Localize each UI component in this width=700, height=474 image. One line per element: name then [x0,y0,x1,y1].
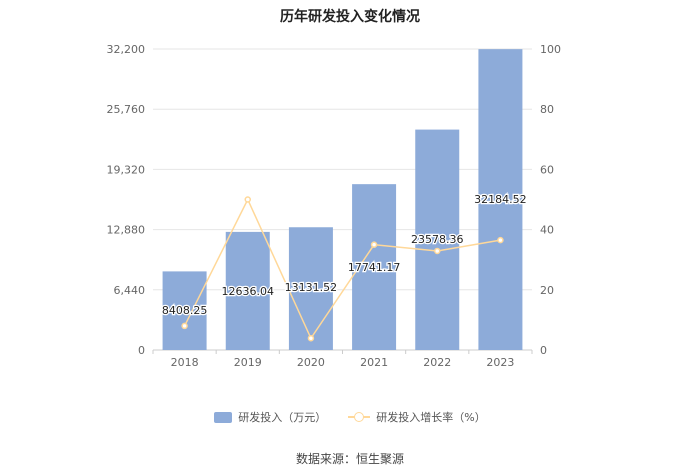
x-tick-label: 2022 [423,356,451,369]
legend-item-line[interactable]: 研发投入增长率（%） [348,409,486,425]
growth-point [307,335,315,342]
data-source: 数据来源：恒生聚源 [295,452,404,466]
y-left-tick-label: 0 [138,344,145,357]
legend-line-label: 研发投入增长率（%） [376,411,486,424]
chart-canvas: 8408.25 12636.04 13131.52 17741.17 23578.36 3… [107,43,562,369]
growth-point [181,322,188,330]
bar-value-label: 32184.52 [474,193,527,206]
y-left-tick-label: 12,880 [107,224,146,237]
x-tick-label: 2021 [360,356,388,369]
growth-point [434,247,441,255]
bar-series [162,49,523,350]
axes: 0 0 6,440 20 12,880 40 19,320 60 25,760 80 32,200 1… [107,43,562,369]
legend-bar-label: 研发投入（万元） [238,411,327,424]
bar-value-label: 12636.04 [222,285,275,298]
bar [478,49,523,350]
bar-value-label: 13131.52 [285,281,338,294]
x-tick-label: 2019 [234,356,262,369]
x-tick-label: 2020 [297,356,325,369]
y-left-tick-label: 32,200 [107,43,146,56]
growth-point [244,196,251,203]
x-tick-label: 2018 [171,356,199,369]
bar-value-label: 23578.36 [411,233,464,246]
y-right-tick-label: 0 [540,344,547,357]
bar [225,231,270,350]
chart-title: 历年研发投入变化情况 [280,9,420,25]
growth-point [370,241,378,248]
y-right-tick-label: 100 [540,43,561,56]
growth-point [497,236,504,244]
legend-item-bar[interactable]: 研发投入（万元） [214,409,326,425]
legend-bar-swatch [214,411,233,423]
line-series [181,196,504,342]
bar [288,227,333,350]
bar [415,129,460,350]
y-right-tick-label: 40 [540,224,554,237]
growth-line [183,197,501,340]
bar-value-label: 8408.25 [162,304,208,317]
y-right-tick-label: 20 [540,284,554,297]
data-labels: 8408.25 12636.04 13131.52 17741.17 23578.36 3… [161,192,528,319]
bar-value-label: 17741.17 [348,261,401,274]
x-tick-label: 2023 [486,356,514,369]
legend-line-swatch [348,411,371,423]
y-left-tick-label: 25,760 [107,103,146,116]
y-right-tick-label: 60 [540,163,554,176]
y-right-tick-label: 80 [540,103,554,116]
y-left-tick-label: 19,320 [107,163,146,176]
bar [162,271,207,350]
legend: 研发投入（万元） 研发投入增长率（%） [0,409,700,425]
y-left-tick-label: 6,440 [114,284,146,297]
